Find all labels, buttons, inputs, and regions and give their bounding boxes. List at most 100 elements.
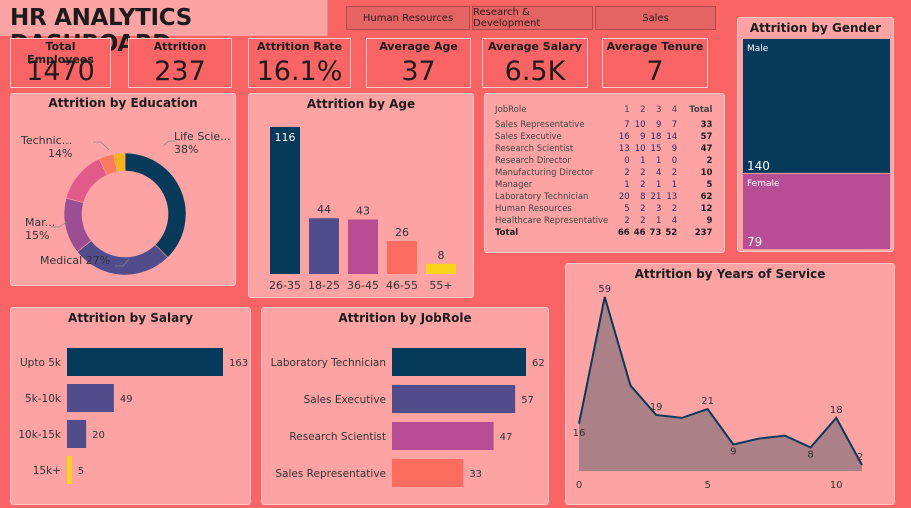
gender-value-label: 79 bbox=[747, 235, 762, 249]
matrix-row-label: Human Resources bbox=[495, 204, 572, 214]
donut-label-life-sciences: Life Scie... 38% bbox=[174, 130, 231, 156]
kpi-value: 37 bbox=[401, 56, 436, 87]
point-label: 21 bbox=[701, 396, 714, 407]
bar bbox=[392, 422, 494, 450]
table-row: Total 66 46 73 52 237 bbox=[493, 227, 714, 239]
donut-slice bbox=[65, 158, 108, 204]
matrix-cell: 10 bbox=[634, 144, 646, 154]
donut-slice bbox=[124, 152, 187, 258]
age-bar-label: 44 bbox=[317, 203, 331, 216]
table-row: Sales Representative 7 10 9 7 33 bbox=[493, 119, 714, 131]
matrix-cell: 7 bbox=[671, 120, 678, 130]
age-bar-label: 26 bbox=[395, 226, 409, 239]
matrix-cell: 4 bbox=[671, 216, 678, 226]
bar bbox=[67, 420, 87, 448]
donut-label-technical: Technic... 14% bbox=[21, 134, 73, 160]
point-label: 19 bbox=[650, 402, 663, 413]
x-tick-label: 5 bbox=[704, 480, 710, 491]
matrix-cell: 2 bbox=[640, 168, 646, 178]
matrix-cell: 66 bbox=[617, 228, 630, 238]
matrix-cell: 8 bbox=[640, 192, 646, 202]
matrix-cell: 0 bbox=[624, 156, 630, 166]
jobrole-satisfaction-matrix: JobRole 1 2 3 4 Total Sales Representative 7 10 9… bbox=[493, 101, 714, 239]
leader-line bbox=[162, 140, 176, 147]
matrix-cell: 1 bbox=[624, 180, 630, 190]
matrix-row-label: Manager bbox=[495, 180, 533, 190]
tab-research-development[interactable]: Research & Development bbox=[472, 6, 593, 30]
leader-line bbox=[93, 141, 110, 151]
point-label: 16 bbox=[573, 428, 586, 439]
bar-value-label: 47 bbox=[500, 432, 513, 443]
kpi-value: 1470 bbox=[26, 56, 95, 87]
donut-slice bbox=[113, 152, 126, 173]
donut-label-marketing: Mar... 15% bbox=[25, 216, 56, 242]
kpi-average-age: Average Age 37 bbox=[366, 38, 471, 88]
matrix-cell: 1 bbox=[655, 180, 662, 190]
bar bbox=[67, 348, 223, 376]
kpi-attrition: Attrition 237 bbox=[128, 38, 232, 88]
x-tick-label: 0 bbox=[576, 480, 582, 491]
age-bar-label: 8 bbox=[438, 249, 445, 262]
matrix-cell: 21 bbox=[650, 192, 662, 202]
matrix-row-label: Sales Executive bbox=[495, 132, 562, 142]
panel-title: Attrition by Age bbox=[306, 97, 416, 111]
matrix-header-jobrole[interactable]: JobRole bbox=[495, 105, 527, 115]
matrix-cell: 9 bbox=[655, 120, 662, 130]
table-row: Research Scientist 13 10 15 9 47 bbox=[493, 143, 714, 155]
matrix-cell: 9 bbox=[706, 216, 713, 226]
age-tick-label: 36-45 bbox=[347, 279, 379, 292]
matrix-cell: 2 bbox=[624, 216, 630, 226]
bar-value-label: 163 bbox=[229, 358, 248, 369]
area-fill bbox=[579, 296, 862, 471]
tab-sales[interactable]: Sales bbox=[595, 6, 716, 30]
bar-category-label: 10k-15k bbox=[18, 429, 62, 441]
gender-category-label: Female bbox=[747, 179, 780, 189]
kpi-label: Average Tenure bbox=[606, 40, 704, 53]
panel-title: Attrition by Gender bbox=[749, 21, 882, 35]
education-panel: Attrition by Education Life Scie... 38% M… bbox=[10, 93, 236, 286]
point-label: 9 bbox=[730, 446, 736, 457]
matrix-row-label: Manufacturing Director bbox=[495, 168, 594, 178]
jobrole-panel: Attrition by JobRole 62 Laboratory Techni… bbox=[261, 307, 549, 505]
matrix-cell: 1 bbox=[640, 156, 646, 166]
matrix-cell: 2 bbox=[624, 168, 630, 178]
matrix-cell: 62 bbox=[700, 192, 713, 202]
panel-title: Attrition by Education bbox=[48, 96, 198, 110]
age-bar bbox=[426, 263, 456, 274]
point-label: 59 bbox=[598, 284, 611, 295]
kpi-label: Attrition bbox=[153, 40, 207, 53]
matrix-cell: 10 bbox=[634, 120, 646, 130]
bar bbox=[67, 456, 72, 484]
matrix-header-cell: 3 bbox=[655, 105, 662, 115]
tab-human-resources[interactable]: Human Resources bbox=[346, 6, 470, 30]
matrix-row-label: Research Director bbox=[495, 156, 571, 166]
leader-line bbox=[115, 258, 130, 267]
matrix-cell: 2 bbox=[640, 204, 646, 214]
matrix-cell: 9 bbox=[671, 144, 678, 154]
department-slicer: Human Resources Research & Development S… bbox=[346, 6, 716, 32]
bar-category-label: Laboratory Technician bbox=[271, 357, 386, 369]
leader-line bbox=[51, 221, 68, 228]
matrix-cell: 2 bbox=[671, 204, 678, 214]
matrix-row-label: Laboratory Technician bbox=[495, 192, 589, 202]
point-label: 18 bbox=[830, 405, 843, 416]
matrix-row-label: Healthcare Representative bbox=[495, 216, 609, 226]
matrix-cell: 1 bbox=[671, 180, 678, 190]
table-row: Manufacturing Director 2 2 4 2 10 bbox=[493, 167, 714, 179]
dashboard-title-bar: HR ANALYTICS DASHBOARD bbox=[0, 0, 328, 57]
kpi-label: Average Salary bbox=[488, 40, 582, 53]
age-bar-label: 116 bbox=[275, 131, 296, 144]
kpi-value: 237 bbox=[154, 56, 206, 87]
matrix-header-cell: 4 bbox=[671, 105, 678, 115]
matrix-cell: 33 bbox=[700, 120, 713, 130]
matrix-row-label: Total bbox=[495, 228, 519, 238]
matrix-cell: 52 bbox=[665, 228, 678, 238]
table-row: Laboratory Technician 20 8 21 13 62 bbox=[493, 191, 714, 203]
bar-category-label: Upto 5k bbox=[20, 357, 62, 369]
matrix-cell: 10 bbox=[700, 168, 713, 178]
kpi-label: Total Employees bbox=[27, 40, 94, 66]
jobrole-bar-chart: 62 Laboratory Technician 57 Sales Executive… bbox=[271, 348, 545, 487]
matrix-cell: 2 bbox=[640, 216, 646, 226]
age-tick-label: 18-25 bbox=[308, 279, 340, 292]
matrix-cell: 2 bbox=[706, 156, 713, 166]
